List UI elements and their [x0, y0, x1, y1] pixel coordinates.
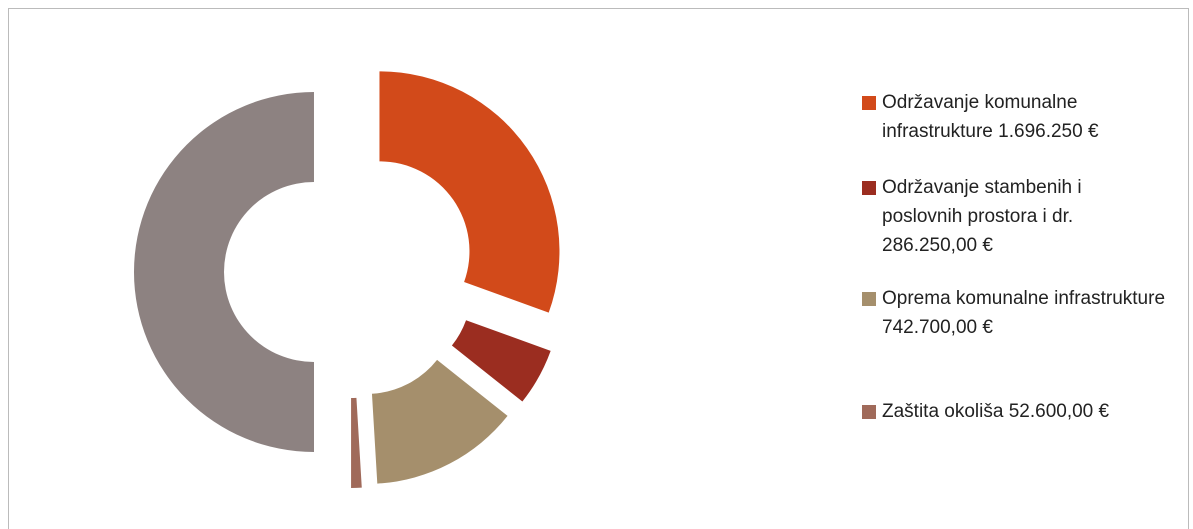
legend-swatch [862, 292, 876, 306]
donut-segment [451, 320, 551, 402]
legend-label: Zaštita okoliša 52.600,00 € [882, 401, 1110, 422]
legend-swatch [862, 96, 876, 110]
legend-entry: Održavanje stambenih i poslovnih prostor… [862, 173, 1182, 260]
legend-label: Održavanje stambenih i poslovnih prostor… [882, 177, 1082, 256]
legend-entry: Zaštita okoliša 52.600,00 € [862, 397, 1182, 426]
legend-entry: Održavanje komunalne infrastrukture 1.69… [862, 88, 1182, 146]
legend-entry: Oprema komunalne infrastrukture 742.700,… [862, 284, 1182, 342]
legend-swatch [862, 181, 876, 195]
donut-segment [371, 359, 508, 484]
legend-swatch [862, 405, 876, 419]
donut-segment [351, 397, 362, 488]
legend-label: Održavanje komunalne infrastrukture 1.69… [882, 92, 1099, 142]
donut-segment [379, 71, 560, 313]
legend-label: Oprema komunalne infrastrukture 742.700,… [882, 288, 1166, 338]
chart-border [8, 8, 1189, 529]
donut-total-segment [133, 92, 314, 453]
